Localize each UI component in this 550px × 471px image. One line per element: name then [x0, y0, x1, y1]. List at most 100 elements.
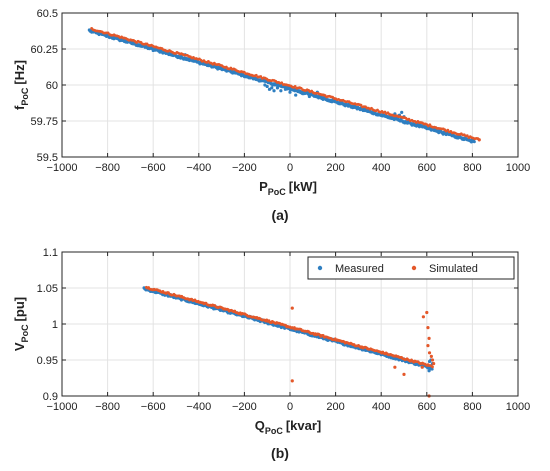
x-tick-label: 800 [463, 162, 481, 174]
data-point [307, 94, 311, 99]
x-axis-title-unit: [kvar] [286, 418, 321, 433]
data-point [429, 354, 433, 358]
data-point [427, 336, 431, 340]
y-axis-title-unit: [pu] [12, 297, 27, 322]
panel-caption: (b) [271, 445, 289, 461]
data-point [263, 83, 267, 87]
x-tick-label: −1000 [47, 162, 78, 174]
y-axis-title-sub: PoC [20, 324, 30, 343]
data-point [247, 76, 251, 80]
data-point [290, 379, 294, 383]
x-tick-label: −600 [141, 162, 166, 174]
y-axis-title: fPoC [Hz] [12, 60, 30, 110]
legend-label: Simulated [429, 263, 478, 275]
data-point [297, 89, 301, 93]
panel-a: −1000 −800 −600 −400 −200 0 200 400 600 800 1000 59… [12, 8, 530, 223]
x-tick-label: 600 [418, 162, 436, 174]
x-tick-label: −600 [141, 401, 166, 413]
x-tick-label: 1000 [506, 401, 530, 413]
data-point [283, 87, 288, 91]
data-point [288, 90, 292, 94]
legend: Measured Simulated [307, 256, 515, 280]
data-point [432, 362, 436, 366]
x-tick-label: 400 [372, 401, 390, 413]
x-tick-label: 400 [372, 162, 390, 174]
data-point [421, 315, 425, 319]
x-tick-label: 800 [463, 401, 481, 413]
x-tick-label: 0 [287, 401, 293, 413]
data-point [294, 93, 298, 97]
y-axis-title-main: f [12, 105, 27, 110]
legend-item-simulated: Simulated [411, 263, 478, 275]
x-tick-label: −400 [186, 401, 211, 413]
data-point [290, 306, 294, 310]
y-tick-label: 60 [46, 80, 58, 92]
panel-b: −1000 −800 −600 −400 −200 0 200 400 600 800 1000 0.… [12, 247, 530, 461]
series-simulated [144, 285, 436, 398]
y-tick-label: 59.5 [37, 152, 58, 164]
data-point [427, 369, 431, 373]
data-point [425, 310, 429, 315]
data-point [431, 365, 434, 369]
data-point [254, 77, 258, 81]
data-point [400, 110, 404, 114]
y-axis-title-main: V [12, 342, 27, 351]
legend-label: Measured [335, 263, 384, 275]
x-tick-label: 200 [326, 401, 344, 413]
x-tick-label: −800 [95, 162, 120, 174]
data-point [426, 344, 430, 348]
data-point [427, 359, 432, 364]
y-axis-title: VPoC [pu] [12, 297, 30, 351]
y-tick-label: 59.75 [30, 116, 58, 128]
y-axis-title-sub: PoC [20, 87, 30, 106]
x-axis-title-main: Q [255, 418, 265, 433]
y-tick-label: 0.95 [37, 355, 58, 367]
data-point [427, 351, 432, 355]
data-point [426, 326, 430, 330]
x-axis-title: PPoC [kW] [259, 179, 317, 197]
series-1 [90, 26, 481, 142]
data-point [393, 365, 397, 369]
x-tick-label: 600 [418, 401, 436, 413]
x-tick-label: 0 [287, 162, 293, 174]
data-point [265, 84, 269, 89]
x-axis-title: QPoC [kvar] [255, 418, 322, 436]
data-point [402, 372, 406, 376]
legend-marker [411, 265, 417, 271]
x-tick-label: −800 [95, 401, 120, 413]
x-tick-label: −200 [232, 401, 257, 413]
legend-item-measured: Measured [317, 263, 384, 275]
x-tick-label: −400 [186, 162, 211, 174]
y-tick-label: 1.05 [37, 283, 58, 295]
y-tick-label: 0.9 [43, 391, 58, 403]
data-point [259, 75, 263, 78]
data-point [275, 86, 280, 90]
data-point [300, 92, 305, 96]
y-tick-label: 1 [52, 319, 58, 331]
legend-box [307, 256, 515, 280]
x-tick-label: 1000 [506, 162, 530, 174]
x-axis-title-sub: PoC [265, 426, 284, 436]
data-point [359, 103, 363, 107]
data-point [420, 365, 424, 369]
data-point [272, 89, 276, 93]
x-axis-title-unit: [kW] [289, 179, 317, 194]
x-tick-label: 200 [326, 162, 344, 174]
x-tick-label: −1000 [47, 401, 78, 413]
panel-caption: (a) [271, 207, 288, 223]
x-tick-label: −200 [232, 162, 257, 174]
data-point [258, 79, 262, 83]
y-tick-label: 60.5 [37, 8, 58, 20]
data-point [267, 87, 272, 91]
series-0 [87, 28, 476, 144]
y-axis-title-unit: [Hz] [12, 60, 27, 85]
x-axis-title-sub: PoC [268, 187, 287, 197]
legend-marker [317, 265, 323, 271]
x-axis-title-main: P [259, 179, 268, 194]
data-point [151, 48, 155, 53]
y-tick-label: 1.1 [43, 247, 58, 259]
data-point [477, 138, 481, 142]
y-tick-label: 60.25 [30, 44, 58, 56]
data-point [270, 86, 274, 90]
